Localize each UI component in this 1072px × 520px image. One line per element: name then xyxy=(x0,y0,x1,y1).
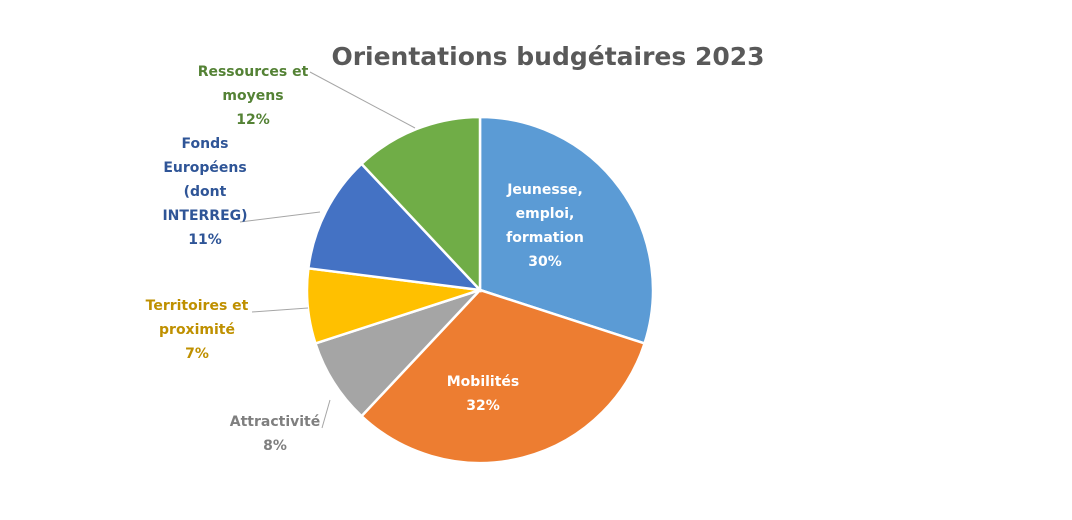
pie-slice xyxy=(359,115,482,294)
category-name: Fonds Européens (dont INTERREG) xyxy=(162,136,248,224)
leader-line xyxy=(309,71,416,129)
value-label: 32% xyxy=(466,398,500,414)
slice-label: Mobilités 32% xyxy=(428,370,538,418)
value-label: 8% xyxy=(263,438,287,454)
category-name: Ressources et moyens xyxy=(197,64,309,104)
slice-label: Attractivité 8% xyxy=(220,410,330,458)
slices xyxy=(305,115,655,465)
category-name: Attractivité xyxy=(229,414,321,430)
pie-slice xyxy=(359,288,647,465)
slice-label: Jeunesse, emploi, formation 30% xyxy=(499,178,591,274)
value-label: 12% xyxy=(236,112,270,128)
leader-line xyxy=(321,399,331,429)
leader-lines xyxy=(239,71,416,429)
category-name: Territoires et proximité xyxy=(145,298,249,338)
slice-label: Fonds Européens (dont INTERREG) 11% xyxy=(155,132,255,252)
value-label: 11% xyxy=(188,232,222,248)
category-name: Jeunesse, emploi, formation xyxy=(506,182,584,246)
category-name: Mobilités xyxy=(446,374,520,390)
slice-label: Territoires et proximité 7% xyxy=(132,294,262,366)
value-label: 7% xyxy=(185,346,209,362)
leader-line xyxy=(251,307,309,313)
slice-label: Ressources et moyens 12% xyxy=(188,60,318,132)
leader-line xyxy=(239,211,321,223)
chart-title: Orientations budgétaires 2023 xyxy=(331,42,765,71)
pie-slice xyxy=(306,162,484,292)
value-label: 30% xyxy=(528,254,562,270)
pie-slice xyxy=(478,115,655,346)
